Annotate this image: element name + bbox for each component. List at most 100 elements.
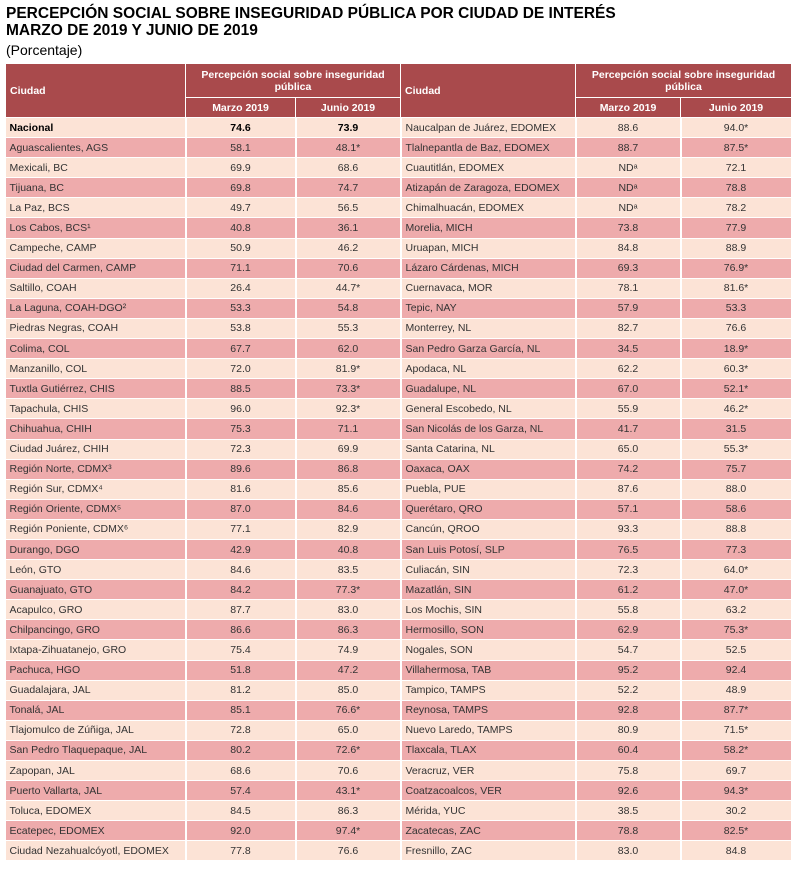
right-city-cell: Mazatlán, SIN	[400, 579, 577, 601]
right-march-cell: 57.9	[575, 298, 682, 319]
left-june-cell: 48.1*	[295, 137, 402, 159]
table-row: Tlajomulco de Zúñiga, JAL 72.8 65.0 Nuevo L…	[5, 720, 793, 741]
table-row: Guadalajara, JAL 81.2 85.0 Tampico, TAMPS 52…	[5, 680, 793, 701]
right-june-cell: 75.7	[680, 459, 793, 480]
right-june-cell: 87.5*	[680, 137, 793, 159]
left-city-cell: Tapachula, CHIS	[5, 398, 187, 420]
table-row: La Laguna, COAH-DGO² 53.3 54.8 Tepic, NAY 57…	[5, 298, 793, 319]
left-june-cell: 71.1	[295, 418, 402, 440]
left-city-cell: Tijuana, BC	[5, 177, 187, 199]
right-june-cell: 18.9*	[680, 338, 793, 360]
left-march-cell: 68.6	[185, 760, 297, 782]
table-row: Mexicali, BC 69.9 68.6 Cuautitlán, EDOMEX ND…	[5, 157, 793, 179]
right-march-cell: 78.1	[575, 278, 682, 299]
right-june-cell: 78.8	[680, 177, 793, 199]
right-march-cell: 65.0	[575, 439, 682, 460]
left-june-cell: 86.3	[295, 800, 402, 822]
left-city-cell: Chilpancingo, GRO	[5, 619, 187, 641]
left-march-cell: 84.2	[185, 579, 297, 601]
right-march-cell: 87.6	[575, 479, 682, 500]
subtitle: (Porcentaje)	[6, 42, 83, 58]
left-march-cell: 86.6	[185, 619, 297, 641]
header-june-right: Junio 2019	[680, 97, 792, 118]
table-row: Tijuana, BC 69.8 74.7 Atizapán de Zaragoza,…	[5, 177, 793, 199]
right-june-cell: 52.1*	[680, 378, 793, 400]
left-june-cell: 73.9	[295, 117, 402, 139]
left-june-cell: 47.2	[295, 660, 402, 681]
table-row: Tonalá, JAL 85.1 76.6* Reynosa, TAMPS 92.8 87…	[5, 700, 793, 721]
right-city-cell: Cuautitlán, EDOMEX	[400, 157, 577, 179]
left-march-cell: 84.6	[185, 559, 297, 581]
table-row: Chilpancingo, GRO 86.6 86.3 Hermosillo, SON…	[5, 619, 793, 641]
right-city-cell: Lázaro Cárdenas, MICH	[400, 258, 577, 279]
right-march-cell: 72.3	[575, 559, 682, 581]
right-city-cell: Reynosa, TAMPS	[400, 700, 577, 721]
left-june-cell: 86.3	[295, 619, 402, 641]
left-city-cell: Colima, COL	[5, 338, 187, 360]
left-june-cell: 73.3*	[295, 378, 402, 400]
right-city-cell: Guadalupe, NL	[400, 378, 577, 400]
table-row: Región Sur, CDMX⁴ 81.6 85.6 Puebla, PUE 87.6…	[5, 479, 793, 500]
page-title: PERCEPCIÓN SOCIAL SOBRE INSEGURIDAD PÚBL…	[6, 5, 616, 39]
table-row: León, GTO 84.6 83.5 Culiacán, SIN 72.3 64.0*	[5, 559, 793, 581]
left-city-cell: Acapulco, GRO	[5, 599, 187, 621]
right-march-cell: 83.0	[575, 840, 682, 862]
right-march-cell: 60.4	[575, 740, 682, 762]
right-june-cell: 31.5	[680, 418, 793, 440]
right-city-cell: Veracruz, VER	[400, 760, 577, 782]
left-city-cell: Tuxtla Gutiérrez, CHIS	[5, 378, 187, 400]
left-june-cell: 85.0	[295, 680, 402, 701]
right-june-cell: 69.7	[680, 760, 793, 782]
right-march-cell: NDᵃ	[575, 197, 682, 219]
right-city-cell: General Escobedo, NL	[400, 398, 577, 420]
right-june-cell: 47.0*	[680, 579, 793, 601]
right-march-cell: 55.8	[575, 599, 682, 621]
left-june-cell: 97.4*	[295, 820, 402, 842]
left-march-cell: 85.1	[185, 700, 297, 721]
right-june-cell: 77.3	[680, 539, 793, 561]
left-june-cell: 76.6	[295, 840, 402, 862]
left-june-cell: 43.1*	[295, 780, 402, 802]
left-march-cell: 84.5	[185, 800, 297, 822]
right-city-cell: Uruapan, MICH	[400, 238, 577, 259]
table-row: Tuxtla Gutiérrez, CHIS 88.5 73.3* Guadalupe…	[5, 378, 793, 400]
right-june-cell: 55.3*	[680, 439, 793, 460]
table-row: Los Cabos, BCS¹ 40.8 36.1 Morelia, MICH 73.8…	[5, 217, 793, 239]
right-june-cell: 87.7*	[680, 700, 793, 721]
left-city-cell: Pachuca, HGO	[5, 660, 187, 681]
right-city-cell: Culiacán, SIN	[400, 559, 577, 581]
left-march-cell: 87.7	[185, 599, 297, 621]
table-row: Nacional 74.6 73.9 Naucalpan de Juárez, EDO…	[5, 117, 793, 139]
table-row: Tapachula, CHIS 96.0 92.3* General Escobedo…	[5, 398, 793, 420]
right-march-cell: 84.8	[575, 238, 682, 259]
left-city-cell: Saltillo, COAH	[5, 278, 187, 299]
right-june-cell: 52.5	[680, 639, 793, 661]
right-march-cell: 88.7	[575, 137, 682, 159]
right-june-cell: 71.5*	[680, 720, 793, 741]
right-june-cell: 72.1	[680, 157, 793, 179]
right-city-cell: Zacatecas, ZAC	[400, 820, 577, 842]
left-city-cell: Guadalajara, JAL	[5, 680, 187, 701]
header-city-left: Ciudad	[5, 63, 186, 118]
left-city-cell: Chihuahua, CHIH	[5, 418, 187, 440]
right-june-cell: 75.3*	[680, 619, 793, 641]
left-march-cell: 53.3	[185, 298, 297, 319]
right-march-cell: 69.3	[575, 258, 682, 279]
left-city-cell: Ixtapa-Zihuatanejo, GRO	[5, 639, 187, 661]
left-city-cell: Zapopan, JAL	[5, 760, 187, 782]
left-june-cell: 44.7*	[295, 278, 402, 299]
table-row: Chihuahua, CHIH 75.3 71.1 San Nicolás de lo…	[5, 418, 793, 440]
left-march-cell: 81.6	[185, 479, 297, 500]
right-march-cell: 55.9	[575, 398, 682, 420]
table-row: Región Norte, CDMX³ 89.6 86.8 Oaxaca, OAX 74…	[5, 459, 793, 480]
left-march-cell: 49.7	[185, 197, 297, 219]
table-row: Ixtapa-Zihuatanejo, GRO 75.4 74.9 Nogales, …	[5, 639, 793, 661]
left-city-cell: Tonalá, JAL	[5, 700, 187, 721]
right-city-cell: Mérida, YUC	[400, 800, 577, 822]
left-june-cell: 81.9*	[295, 358, 402, 380]
header-group-left: Percepción social sobre inseguridad públ…	[185, 63, 401, 98]
right-city-cell: Tlaxcala, TLAX	[400, 740, 577, 762]
left-city-cell: Nacional	[5, 117, 187, 139]
right-city-cell: Cuernavaca, MOR	[400, 278, 577, 299]
left-june-cell: 62.0	[295, 338, 402, 360]
